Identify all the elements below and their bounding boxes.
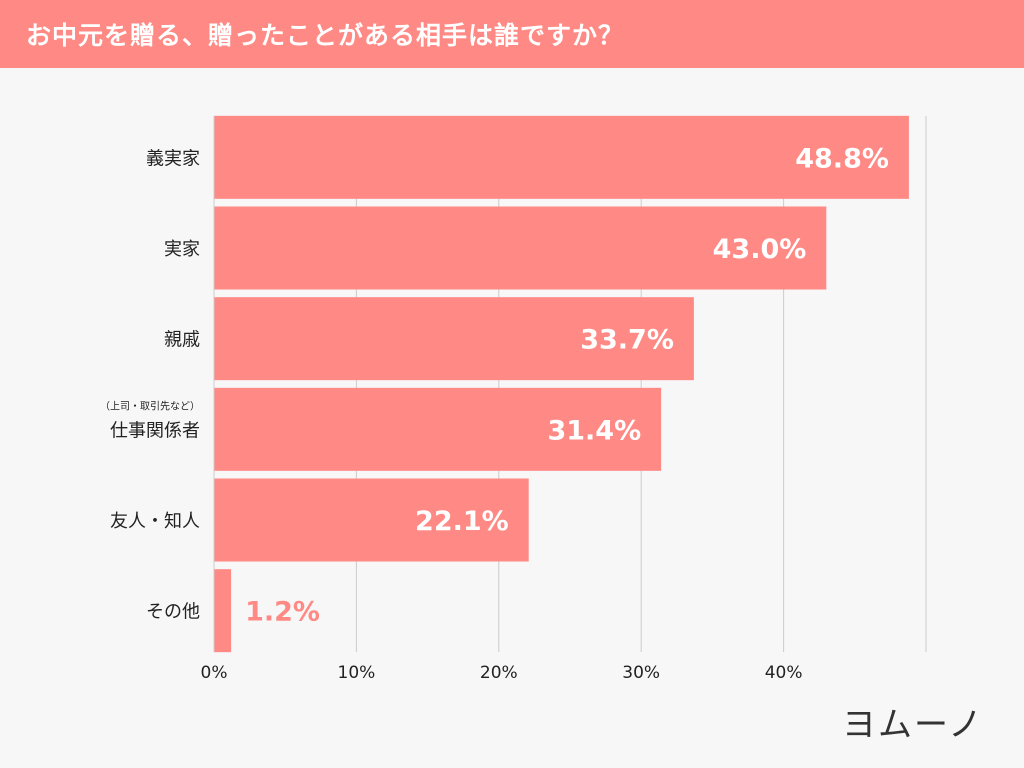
x-tick-label: 20% — [480, 663, 518, 683]
brand-logo-text: ヨムーノ — [842, 705, 984, 745]
bar — [214, 478, 529, 562]
x-tick-label: 40% — [765, 663, 803, 683]
chart-title: お中元を贈る、贈ったことがある相手は誰ですか？ — [26, 21, 625, 50]
bar — [214, 569, 232, 653]
category-label: 親戚 — [164, 330, 200, 351]
brand-logo: ヨムーノ — [842, 697, 984, 746]
bar — [214, 115, 909, 199]
category-label: 友人・知人 — [110, 511, 200, 532]
bar — [214, 297, 694, 381]
x-tick-label: 30% — [622, 663, 660, 683]
category-label: 実家 — [164, 239, 200, 260]
bar-value-label: 48.8% — [795, 143, 889, 174]
category-sublabel: （上司・取引先など） — [100, 400, 200, 412]
bar — [214, 387, 662, 471]
category-label: 義実家 — [146, 148, 200, 169]
bar-value-label: 43.0% — [713, 234, 807, 265]
category-label: その他 — [146, 602, 200, 623]
chart-title-banner: お中元を贈る、贈ったことがある相手は誰ですか？ — [0, 0, 1024, 68]
x-tick-label: 0% — [201, 663, 228, 683]
bar-value-label: 1.2% — [245, 597, 320, 628]
category-label: 仕事関係者 — [110, 420, 200, 441]
bar-value-label: 31.4% — [547, 415, 641, 446]
bar-value-label: 33.7% — [580, 325, 674, 356]
x-tick-label: 10% — [338, 663, 376, 683]
bar — [214, 206, 827, 290]
bar-value-label: 22.1% — [415, 506, 509, 537]
